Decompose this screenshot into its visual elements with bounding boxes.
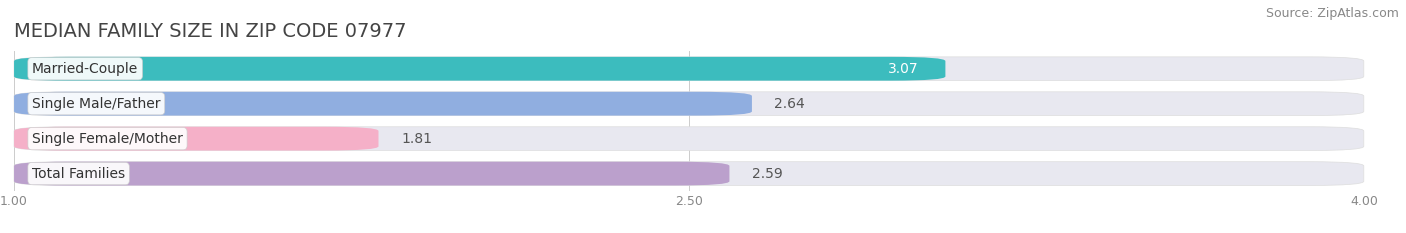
FancyBboxPatch shape xyxy=(14,92,1364,116)
FancyBboxPatch shape xyxy=(14,92,752,116)
FancyBboxPatch shape xyxy=(14,162,1364,185)
FancyBboxPatch shape xyxy=(14,127,378,151)
Text: 1.81: 1.81 xyxy=(401,132,432,146)
FancyBboxPatch shape xyxy=(14,162,730,185)
FancyBboxPatch shape xyxy=(14,127,1364,151)
Text: MEDIAN FAMILY SIZE IN ZIP CODE 07977: MEDIAN FAMILY SIZE IN ZIP CODE 07977 xyxy=(14,22,406,41)
Text: Source: ZipAtlas.com: Source: ZipAtlas.com xyxy=(1265,7,1399,20)
Text: Single Male/Father: Single Male/Father xyxy=(32,97,160,111)
Text: Total Families: Total Families xyxy=(32,167,125,181)
FancyBboxPatch shape xyxy=(14,57,945,81)
Text: 2.64: 2.64 xyxy=(775,97,806,111)
Text: 3.07: 3.07 xyxy=(887,62,918,76)
Text: Married-Couple: Married-Couple xyxy=(32,62,138,76)
Text: 2.59: 2.59 xyxy=(752,167,783,181)
FancyBboxPatch shape xyxy=(14,57,1364,81)
Text: Single Female/Mother: Single Female/Mother xyxy=(32,132,183,146)
